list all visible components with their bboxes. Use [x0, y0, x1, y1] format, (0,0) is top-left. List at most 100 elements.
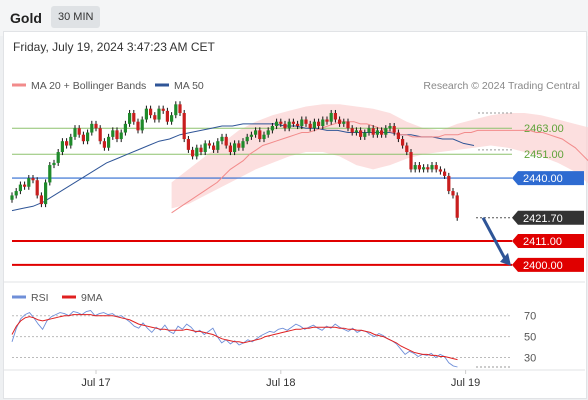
candle-body — [417, 165, 421, 170]
candle — [426, 164, 430, 173]
candle — [128, 109, 132, 127]
candle-body — [430, 165, 434, 170]
candle-body — [279, 121, 283, 124]
candle — [438, 166, 442, 175]
candle — [69, 133, 73, 149]
candle-body — [10, 195, 14, 200]
candle — [380, 127, 384, 138]
candle-body — [203, 143, 207, 153]
candle-body — [216, 141, 220, 150]
timeframe-badge[interactable]: 30 MIN — [51, 6, 101, 28]
candle-body — [178, 104, 182, 114]
candle — [346, 118, 350, 132]
candle-body — [233, 143, 237, 153]
candle-body — [304, 119, 308, 124]
rsi-ma-line — [11, 314, 458, 361]
candle — [207, 140, 211, 149]
candle-body — [342, 121, 346, 124]
forecast-arrow-line — [481, 217, 507, 260]
candle — [31, 175, 35, 184]
candle — [417, 162, 421, 173]
candle — [367, 125, 371, 136]
candle — [77, 125, 81, 138]
price-label-2421.70: 2421.70 — [512, 210, 584, 225]
candle — [275, 118, 279, 130]
candle — [283, 120, 287, 132]
candle — [186, 136, 190, 153]
x-tick-Jul 18: Jul 18 — [266, 377, 295, 389]
candle-body — [359, 130, 363, 137]
candle — [291, 118, 295, 127]
candle — [300, 116, 304, 130]
candle-body — [325, 119, 329, 122]
candle — [220, 133, 224, 145]
ma50-legend-label: MA 50 — [174, 80, 204, 92]
candle — [254, 127, 258, 138]
rsi-ma-legend-label: 9MA — [81, 292, 103, 304]
candle — [216, 138, 220, 153]
ma20-legend-label: MA 20 + Bollinger Bands — [31, 80, 146, 92]
candle-body — [434, 165, 438, 170]
candle — [14, 188, 18, 199]
candle-body — [186, 139, 190, 150]
candle — [98, 125, 102, 145]
candle-body — [23, 184, 27, 187]
candle — [241, 138, 245, 151]
candle — [422, 164, 426, 173]
candle — [333, 109, 337, 123]
candle-body — [266, 130, 270, 135]
candle — [60, 138, 64, 156]
candle — [102, 138, 106, 151]
candle — [329, 109, 333, 125]
candle-body — [291, 121, 295, 124]
rsi-tick-50: 50 — [524, 332, 536, 344]
candle — [245, 133, 249, 145]
candle — [65, 138, 69, 149]
candle-body — [123, 123, 127, 133]
candle — [228, 142, 232, 156]
candle-body — [308, 123, 312, 129]
pivot-tag-2440.00 — [512, 171, 584, 186]
candle-body — [94, 123, 98, 129]
candle-body — [237, 143, 241, 148]
x-tick-Jul 19: Jul 19 — [451, 377, 480, 389]
candle-body — [443, 171, 447, 176]
candle — [170, 112, 174, 125]
candle-body — [384, 128, 388, 135]
candle — [161, 105, 165, 114]
candle — [434, 162, 438, 173]
candle — [18, 181, 22, 195]
chart-panel — [3, 31, 587, 399]
candle — [388, 122, 392, 132]
candle — [338, 116, 342, 127]
candle — [132, 109, 136, 125]
candle-body — [14, 191, 18, 196]
candle — [86, 129, 90, 145]
candle-body — [90, 123, 94, 133]
candle-body — [380, 130, 384, 135]
forecast-arrow-head — [500, 252, 511, 266]
candle — [396, 129, 400, 143]
candle — [178, 101, 182, 117]
candle-body — [283, 123, 287, 129]
candle-body — [329, 113, 333, 122]
candle-body — [333, 113, 337, 120]
candle-body — [27, 178, 31, 187]
candle-body — [451, 191, 455, 196]
candle-body — [224, 136, 228, 146]
candle-body — [220, 136, 224, 142]
candle-body — [367, 128, 371, 133]
candle — [123, 120, 127, 136]
candle-body — [60, 141, 64, 153]
candle — [52, 159, 56, 169]
candle — [149, 105, 153, 119]
candle — [270, 122, 274, 134]
candle-body — [258, 130, 262, 140]
candle-body — [409, 152, 413, 170]
candle-body — [149, 108, 153, 116]
candle-body — [98, 128, 102, 142]
x-tick-Jul 17: Jul 17 — [81, 377, 110, 389]
last-price-value: 2421.70 — [523, 213, 563, 225]
candle — [111, 127, 115, 140]
candle — [354, 127, 358, 136]
